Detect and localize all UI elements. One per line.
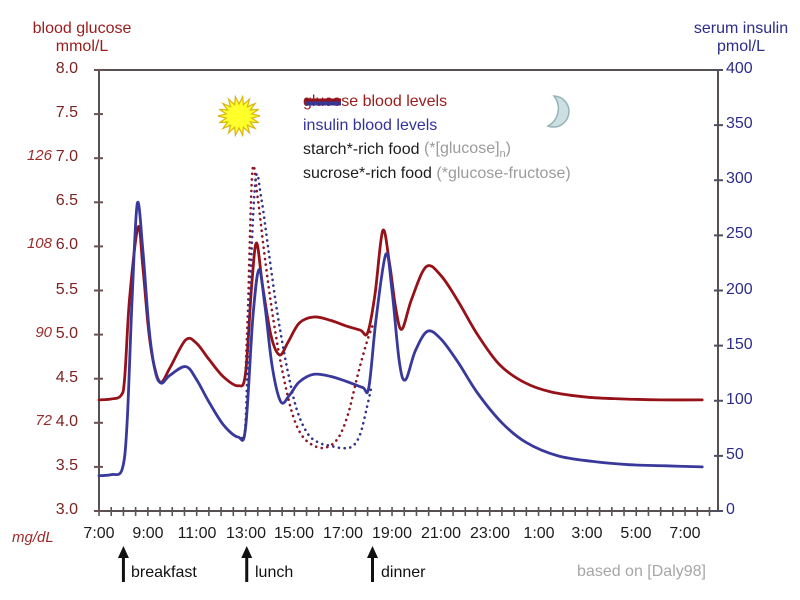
legend-swatch-insulin-line — [305, 100, 341, 104]
y-left-tick-label: 3.5 — [55, 457, 78, 474]
legend-label-sucrose: sucrose*-rich food — [303, 165, 432, 182]
legend-row-sucrose: sucrose*-rich food (*glucose-fructose) — [303, 98, 571, 186]
y-right-tick-label: 150 — [726, 336, 753, 353]
y-right-tick-label: 200 — [726, 281, 753, 298]
x-axis-time-label: 7:00 — [83, 525, 115, 542]
y-left-mgdl-label: 72 — [35, 412, 52, 429]
x-axis-time-label: 13:00 — [225, 525, 267, 542]
legend-row-insulin: insulin blood levels — [303, 100, 571, 138]
meal-label-lunch: lunch — [255, 564, 294, 581]
legend-note-sucrose: (*glucose-fructose) — [436, 165, 571, 182]
y-left-tick-label: 4.0 — [55, 413, 78, 430]
y-right-tick-label: 100 — [726, 391, 753, 408]
source-credit: based on [Daly98] — [577, 563, 706, 580]
y-right-tick-label: 400 — [726, 60, 753, 77]
x-axis-time-label: 7:00 — [669, 525, 701, 542]
meal-arrow-head-lunch — [241, 546, 253, 558]
x-axis-time-label: 3:00 — [571, 525, 603, 542]
meal-arrow-head-breakfast — [117, 546, 129, 558]
legend-label-glucose: glucose blood levels — [303, 93, 448, 110]
right-axis-title-line2: pmol/L — [716, 37, 766, 55]
y-left-mgdl-label: 126 — [26, 147, 52, 164]
sun-icon — [217, 94, 261, 138]
legend: glucose blood levels insulin blood level… — [303, 90, 571, 186]
x-axis-time-label: 15:00 — [273, 525, 315, 542]
legend-label-insulin: insulin blood levels — [303, 117, 438, 134]
y-left-tick-label: 8.0 — [55, 60, 78, 77]
moon-icon — [546, 95, 570, 128]
right-axis-title-line1: serum insulin — [693, 20, 789, 37]
legend-row-glucose: glucose blood levels — [303, 90, 571, 114]
y-left-tick-label: 7.5 — [55, 104, 78, 121]
series-sucrose-glucose — [244, 164, 374, 450]
x-axis-time-label: 11:00 — [177, 525, 217, 542]
meal-arrow-head-dinner — [367, 546, 379, 558]
meal-label-breakfast: breakfast — [131, 564, 197, 581]
legend-label-starch: starch*-rich food — [303, 141, 420, 158]
y-right-tick-label: 300 — [726, 170, 753, 187]
legend-note-starch: (*[glucose]n) — [423, 139, 511, 161]
y-left-tick-label: 4.5 — [55, 369, 78, 386]
y-left-tick-label: 5.0 — [55, 325, 78, 342]
left-axis-title-line2: mmol/L — [55, 37, 109, 55]
y-left-tick-label: 7.0 — [55, 148, 78, 165]
legend-swatch-sucrose-dotted — [304, 98, 343, 106]
mgdl-unit-label: mg/dL — [12, 529, 54, 546]
x-axis-time-label: 5:00 — [620, 525, 652, 542]
y-right-tick-label: 250 — [726, 225, 753, 242]
y-right-tick-label: 0 — [726, 501, 735, 518]
x-axis-time-label: 1:00 — [523, 525, 555, 542]
y-right-tick-label: 350 — [726, 115, 753, 132]
x-axis-time-label: 19:00 — [371, 525, 413, 542]
series-starch-insulin — [97, 200, 704, 478]
y-left-mgdl-label: 90 — [35, 324, 52, 341]
x-axis-time-label: 17:00 — [322, 525, 364, 542]
legend-row-starch: starch*-rich food (*[glucose]n) — [303, 98, 571, 162]
x-axis-time-label: 9:00 — [132, 525, 164, 542]
y-left-tick-label: 5.5 — [55, 281, 78, 298]
x-axis-time-label: 21:00 — [420, 525, 462, 542]
right-axis-title: serum insulin pmol/L — [682, 20, 800, 55]
series-sucrose-insulin — [240, 172, 373, 450]
y-left-mgdl-label: 108 — [26, 235, 52, 252]
left-axis-title-line1: blood glucose — [32, 20, 132, 37]
meal-label-dinner: dinner — [381, 564, 426, 581]
left-axis-title: blood glucose mmol/L — [20, 20, 144, 55]
y-left-tick-label: 3.0 — [55, 501, 78, 518]
y-left-tick-label: 6.5 — [55, 192, 78, 209]
x-axis-time-label: 23:00 — [469, 525, 511, 542]
y-right-tick-label: 50 — [726, 446, 744, 463]
y-left-tick-label: 6.0 — [55, 236, 78, 253]
